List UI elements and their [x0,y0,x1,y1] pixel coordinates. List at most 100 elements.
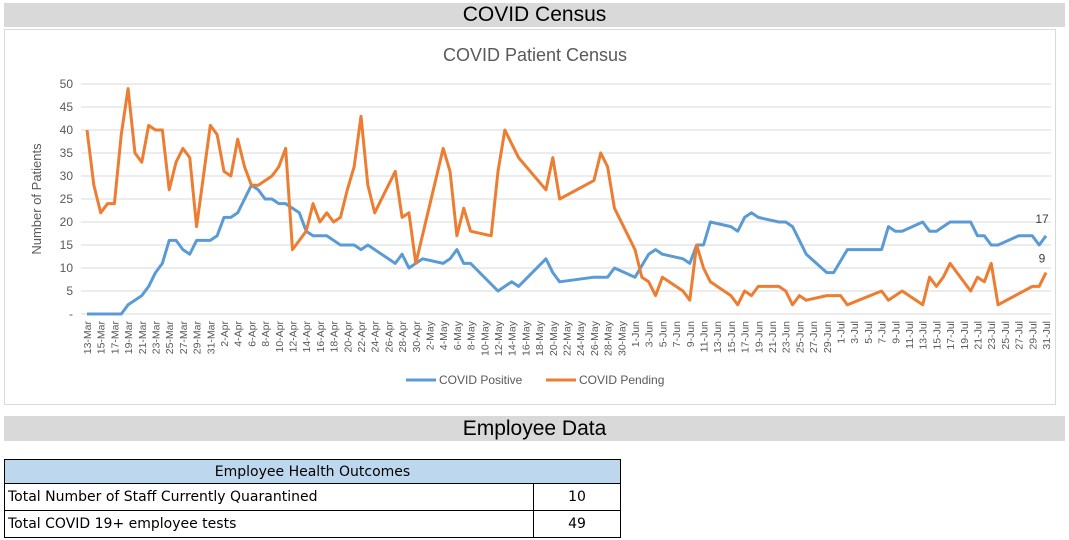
x-tick-label: 10-May [479,320,491,356]
x-tick-label: 6-May [452,320,464,350]
x-tick-label: 11-Jun [699,321,711,352]
x-tick-label: 19-Jul [959,321,971,350]
x-tick-label: 31-Mar [205,321,217,355]
x-tick-label: 17-Jul [945,321,957,350]
x-tick-label: 22-Apr [356,320,368,352]
x-tick-label: 21-Jun [767,321,779,353]
x-tick-label: 8-Apr [260,321,272,347]
legend-label: COVID Pending [579,373,664,387]
x-tick-label: 12-May [493,320,505,356]
x-tick-label: 25-Jul [1000,321,1012,350]
x-tick-label: 26-Apr [383,320,395,352]
x-tick-label: 25-Jun [794,321,806,353]
x-tick-label: 4-Apr [233,321,245,347]
y-tick-label: 5 [66,284,73,298]
x-tick-label: 24-May [575,320,587,356]
x-tick-label: 25-Mar [164,321,176,355]
x-tick-label: 14-May [507,320,519,356]
y-tick-label: 15 [60,238,74,252]
x-tick-label: 3-Jul [849,321,861,344]
x-tick-label: 26-May [589,320,601,356]
x-tick-label: 28-May [603,320,615,356]
row-value: 49 [533,510,621,538]
table-header: Employee Health Outcomes [4,459,621,484]
x-tick-label: 30-May [616,320,628,356]
x-tick-label: 15-Jun [726,321,738,353]
x-tick-label: 6-Apr [246,321,258,347]
x-tick-label: 14-Apr [301,320,313,352]
x-tick-label: 12-Apr [288,320,300,352]
employee-health-table: Employee Health Outcomes Total Number of… [4,459,621,538]
y-tick-label: 50 [60,77,74,91]
x-tick-label: 16-Apr [315,320,327,352]
x-tick-label: 13-Mar [82,321,94,355]
x-tick-label: 11-Jul [904,321,916,349]
y-tick-label: - [69,307,73,321]
y-tick-label: 40 [60,123,74,137]
x-tick-label: 27-Jun [808,321,820,353]
x-tick-label: 28-Apr [397,320,409,352]
data-label: 9 [1039,252,1046,266]
x-tick-label: 24-Apr [370,320,382,352]
x-tick-label: 18-May [534,320,546,356]
x-tick-label: 4-May [438,320,450,350]
x-tick-label: 13-Jul [918,321,930,350]
x-tick-label: 9-Jun [685,321,697,347]
x-tick-label: 18-Apr [329,320,341,352]
x-tick-label: 23-Mar [151,321,163,355]
x-tick-label: 15-Jul [931,321,943,350]
x-tick-label: 29-Jul [1027,321,1039,350]
x-tick-label: 17-Mar [109,321,121,355]
employee-data-header: Employee Data [4,416,1065,441]
x-tick-label: 27-Mar [178,321,190,355]
x-tick-label: 30-Apr [411,320,423,352]
x-tick-label: 31-Jul [1041,321,1053,350]
chart-svg: COVID Patient Census Number of Patients … [29,45,1053,387]
x-tick-label: 20-Apr [342,320,354,352]
x-tick-label: 7-Jun [671,321,683,347]
data-label: 17 [1035,212,1049,226]
covid-census-header: COVID Census [4,3,1065,27]
x-tick-label: 17-Jun [740,321,752,353]
x-tick-label: 19-Jun [753,321,765,353]
x-tick-label: 23-Jul [986,321,998,350]
x-tick-label: 29-Jun [822,321,834,353]
y-tick-label: 20 [60,215,74,229]
y-tick-label: 45 [60,100,74,114]
x-tick-label: 8-May [466,320,478,350]
y-axis-label: Number of Patients [29,143,44,255]
x-tick-label: 20-May [548,320,560,356]
row-label: Total Number of Staff Currently Quaranti… [4,483,534,511]
chart-title: COVID Patient Census [443,45,627,65]
x-tick-label: 9-Jul [890,321,902,344]
x-tick-label: 23-Jun [781,321,793,353]
series-line-covid-pending [85,87,1048,307]
table-row: Total COVID 19+ employee tests 49 [4,510,621,538]
x-tick-label: 21-Mar [137,321,149,355]
row-value: 10 [533,483,621,511]
x-tick-label: 2-May [425,320,437,350]
y-tick-label: 10 [60,261,74,275]
series-line-covid-positive [87,183,1048,316]
x-tick-label: 5-Jul [863,321,875,344]
x-tick-label: 7-Jul [877,321,889,344]
row-label: Total COVID 19+ employee tests [4,510,534,538]
table-row: Total Number of Staff Currently Quaranti… [4,483,621,511]
x-tick-label: 29-Mar [192,321,204,355]
x-tick-label: 15-Mar [96,321,108,355]
x-tick-label: 2-Apr [219,321,231,347]
x-tick-label: 1-Jul [836,321,848,344]
legend-label: COVID Positive [439,373,523,387]
x-tick-label: 27-Jul [1014,321,1026,350]
x-tick-label: 10-Apr [274,320,286,352]
covid-census-chart: COVID Patient Census Number of Patients … [4,29,1056,405]
x-tick-label: 21-Jul [973,321,985,350]
x-tick-label: 19-Mar [123,321,135,355]
x-tick-label: 3-Jun [644,321,656,347]
x-tick-label: 16-May [520,320,532,356]
y-tick-label: 35 [60,146,74,160]
x-tick-label: 5-Jun [657,321,669,347]
x-tick-label: 13-Jun [712,321,724,353]
x-tick-label: 22-May [562,320,574,356]
x-tick-label: 1-Jun [630,321,642,347]
